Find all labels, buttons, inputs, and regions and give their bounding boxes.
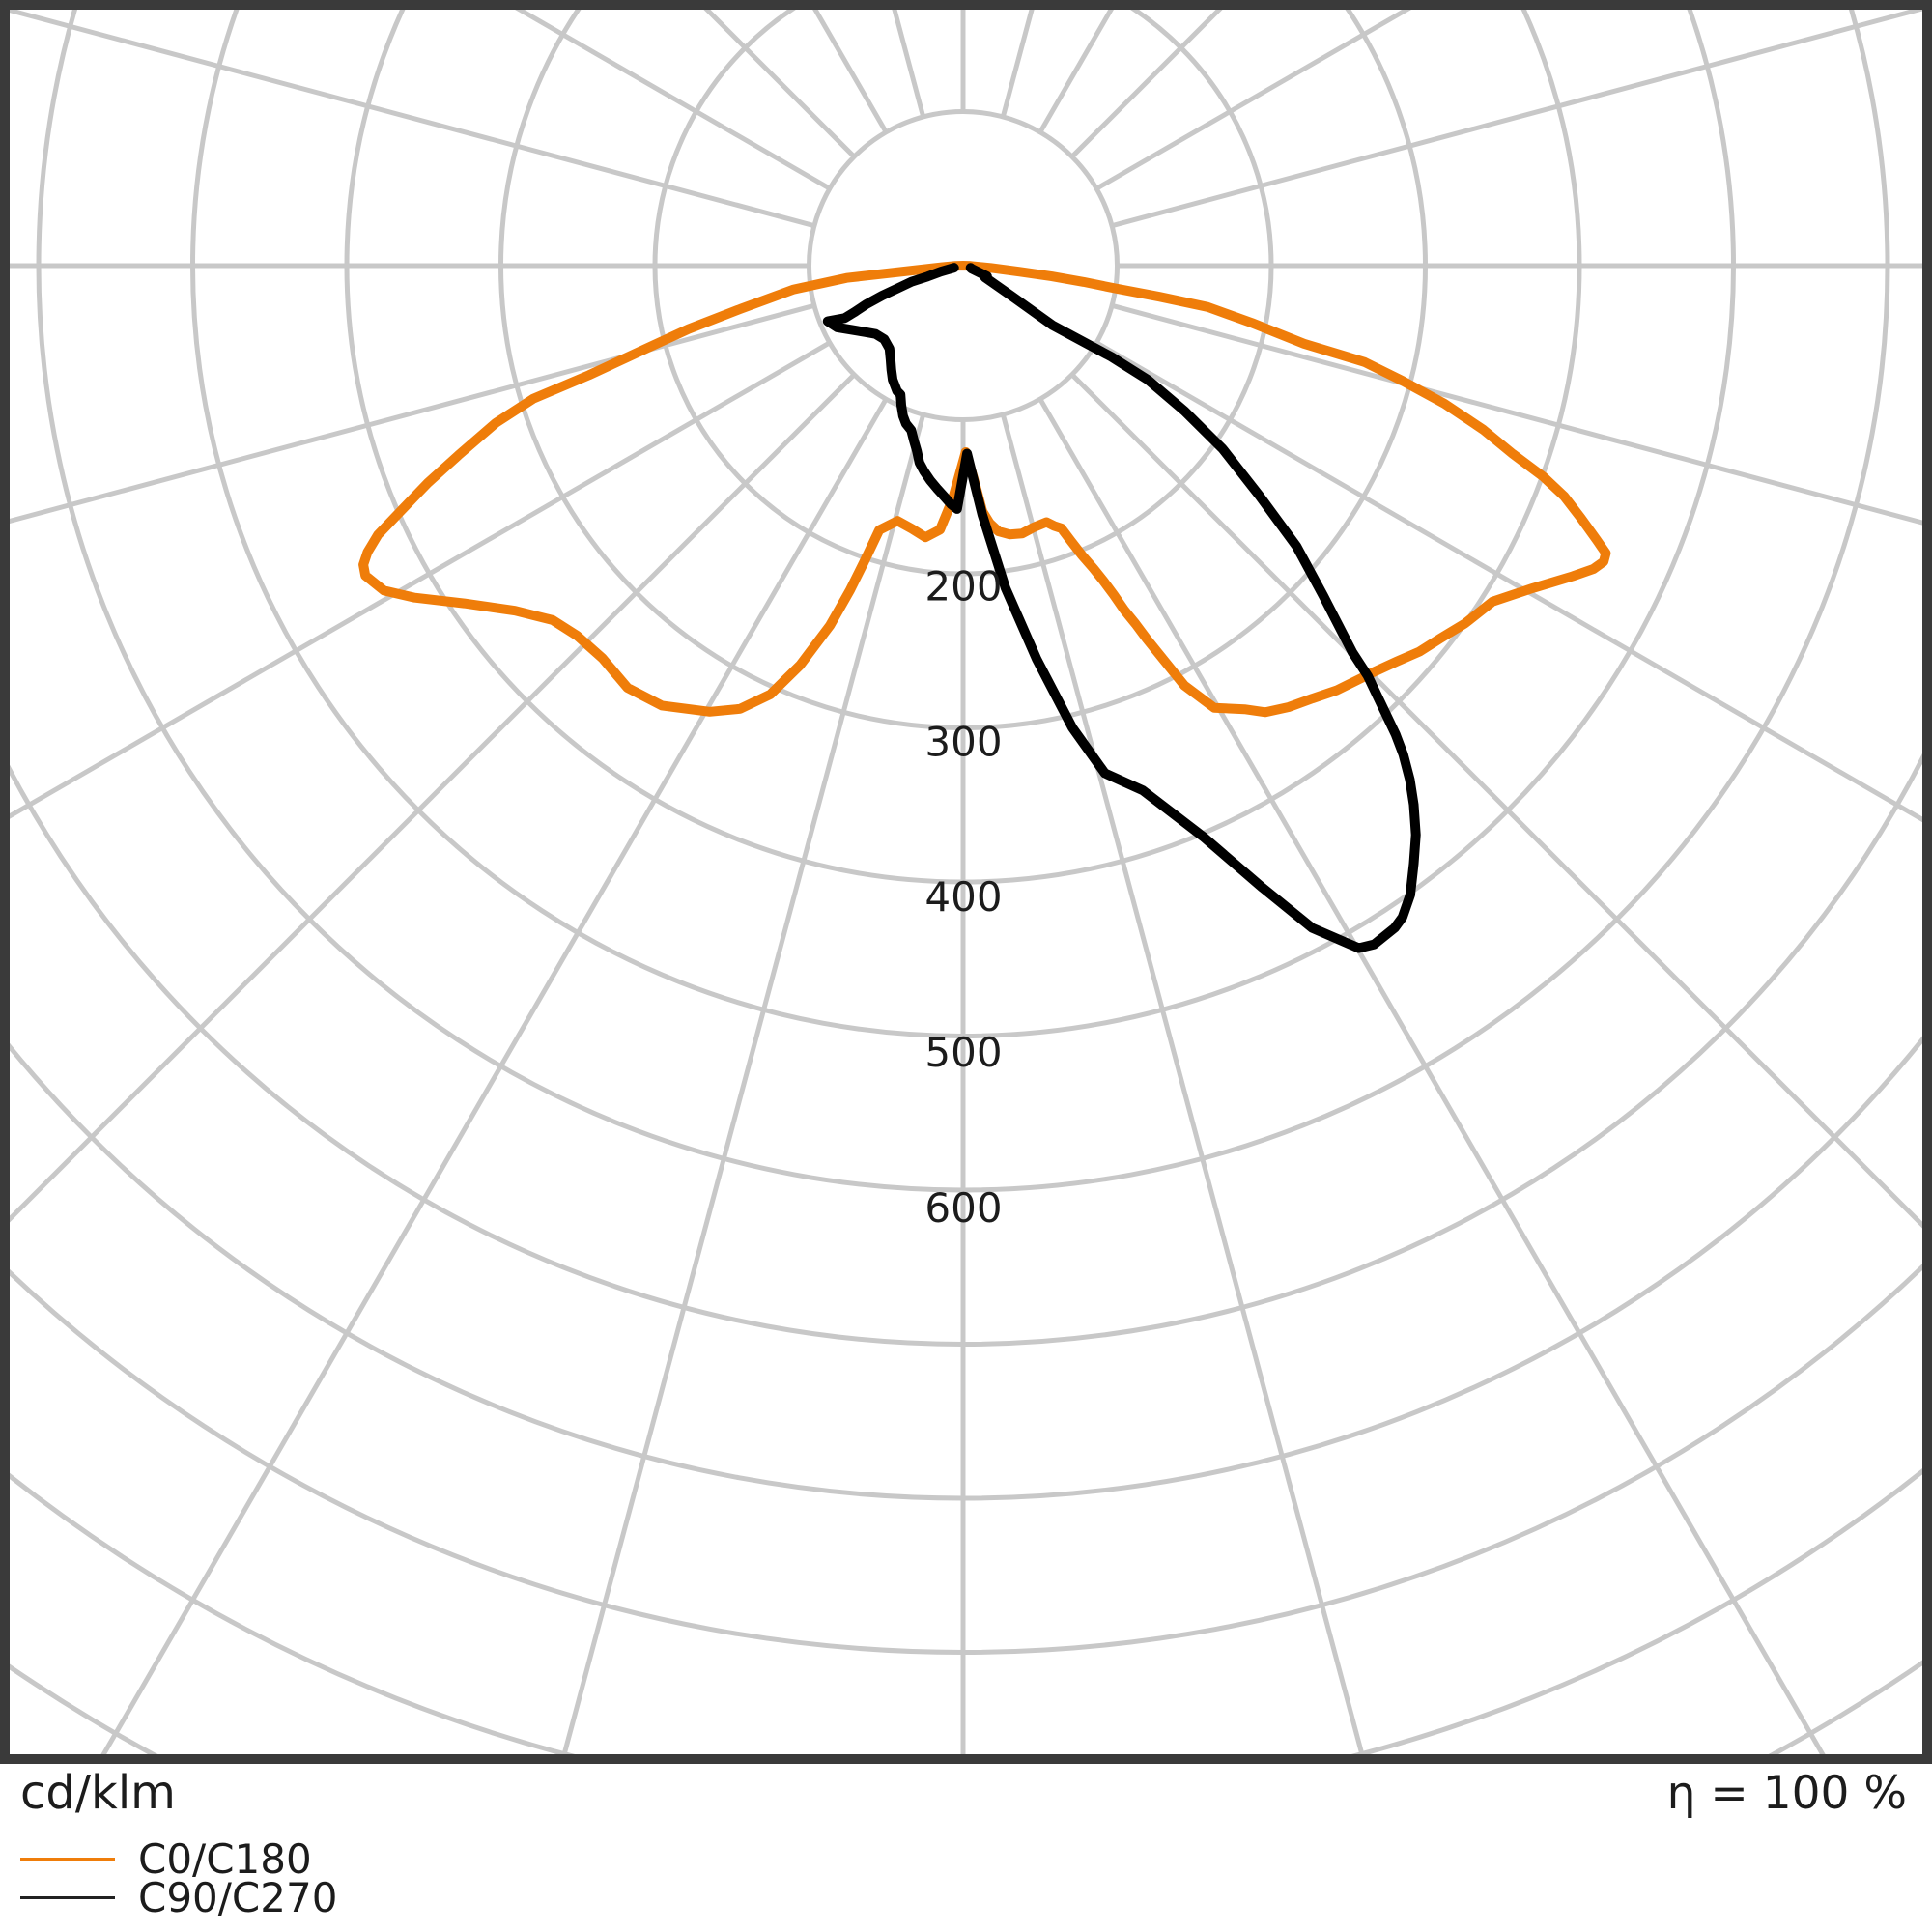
grid-spoke (561, 413, 926, 1754)
efficiency-label: η = 100 % (1667, 1767, 1907, 1820)
curve-c90-c270 (822, 263, 1421, 953)
intensity-curves (358, 261, 1611, 953)
radial-tick-label: 500 (924, 1029, 1002, 1076)
grid-spoke (1094, 340, 1923, 823)
radial-tick-label: 300 (924, 718, 1002, 765)
radial-tick-label: 200 (924, 563, 1002, 611)
plot-frame (0, 0, 1932, 1764)
grid-spoke (10, 10, 815, 229)
grid-spoke (10, 302, 815, 525)
legend-label-c90-c270: C90/C270 (138, 1874, 337, 1921)
units-label: cd/klm (20, 1766, 176, 1820)
legend: C0/C180 C90/C270 (20, 1835, 337, 1921)
curve-c0-c180 (358, 261, 1611, 718)
grid-spoke (1111, 10, 1923, 229)
radial-tick-label: 400 (924, 873, 1002, 921)
grid-spoke (1000, 413, 1365, 1754)
legend-label-c0-c180: C0/C180 (138, 1835, 312, 1883)
grid-spoke (100, 397, 889, 1754)
radial-tick-labels: 200 300 400 500 600 (924, 563, 1002, 1232)
grid-spoke (10, 373, 856, 1223)
radial-tick-label: 600 (924, 1184, 1002, 1232)
grid-spoke (1037, 397, 1826, 1754)
grid-spoke (1111, 302, 1923, 526)
grid-spoke (10, 340, 832, 819)
